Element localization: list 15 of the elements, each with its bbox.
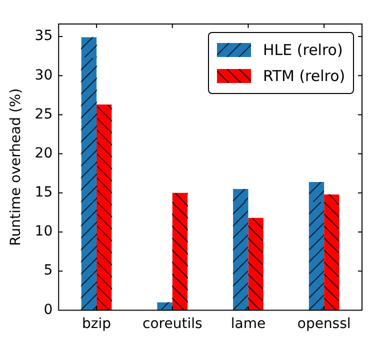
y-tick-label: 30 — [34, 67, 53, 84]
y-tick-label: 25 — [34, 106, 53, 122]
y-tick-label: 20 — [34, 145, 53, 162]
y-axis-title: Runtime overhead (%) — [8, 88, 24, 246]
y-tick-label: 35 — [34, 28, 53, 44]
x-tick-label: openssl — [297, 316, 351, 332]
y-tick-label: 15 — [34, 184, 53, 201]
legend-label: RTM (relro) — [263, 67, 346, 85]
y-tick-label: 5 — [44, 262, 53, 279]
x-tick-label: bzip — [82, 316, 112, 332]
x-tick-label: lame — [230, 316, 266, 332]
x-tick-label: coreutils — [142, 316, 202, 332]
y-tick-label: 0 — [44, 302, 53, 318]
y-tick-label: 10 — [34, 224, 53, 240]
legend-label: HLE (relro) — [263, 41, 343, 59]
